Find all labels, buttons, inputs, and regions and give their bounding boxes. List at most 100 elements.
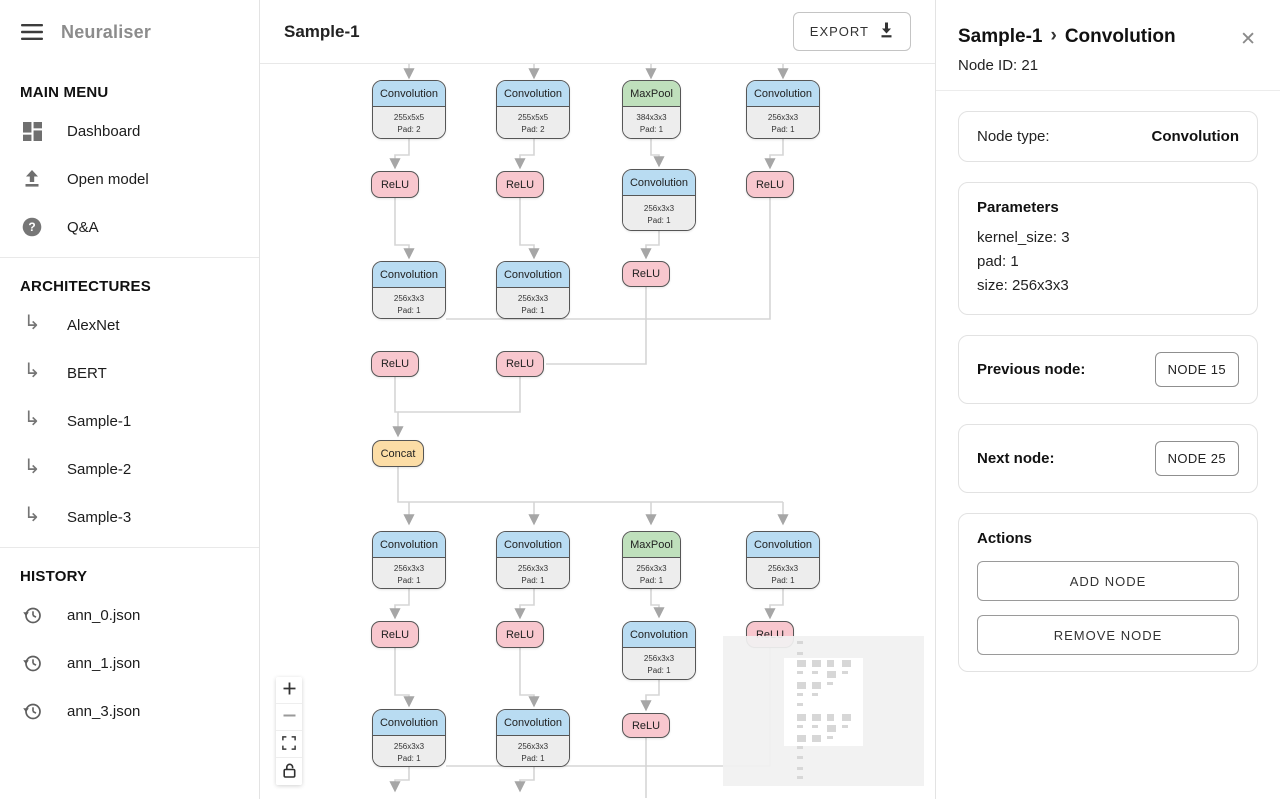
sidebar-item-sample-3[interactable]: ↳ Sample-3 bbox=[0, 493, 259, 541]
subdir-arrow-icon: ↳ bbox=[23, 408, 41, 430]
minimap-node bbox=[827, 724, 836, 732]
node-id-label: Node ID: 21 bbox=[958, 57, 1039, 74]
parameter-kernel-size: kernel_size: 3 bbox=[977, 229, 1070, 246]
minimap-node bbox=[796, 670, 803, 675]
node-param-line: 256x3x3 bbox=[517, 741, 549, 751]
minimap-node bbox=[811, 670, 818, 675]
minimap-node bbox=[796, 724, 803, 729]
node-body: 256x3x3 Pad: 1 bbox=[623, 558, 680, 588]
graph-node-convolution[interactable]: Convolution 255x5x5 Pad: 2 bbox=[496, 80, 570, 139]
node-header-label: MaxPool bbox=[623, 81, 680, 107]
qa-icon: ? bbox=[21, 217, 43, 237]
graph-node-relu[interactable]: ReLU bbox=[371, 621, 419, 648]
minimap-node bbox=[811, 660, 821, 668]
graph-node-relu[interactable]: ReLU bbox=[622, 713, 670, 738]
parameters-title: Parameters bbox=[977, 199, 1059, 216]
next-node-button[interactable]: NODE 25 bbox=[1154, 441, 1239, 476]
node-type-label: Node type: bbox=[977, 128, 1050, 145]
graph-node-convolution[interactable]: Convolution 256x3x3 Pad: 1 bbox=[746, 531, 820, 589]
sidebar-item-open-model[interactable]: Open model bbox=[0, 155, 259, 203]
add-node-button[interactable]: ADD NODE bbox=[977, 561, 1239, 601]
previous-node-card: Previous node: NODE 15 bbox=[958, 335, 1258, 404]
graph-canvas[interactable]: Convolution 255x5x5 Pad: 2 Convolution 255x5… bbox=[260, 64, 935, 799]
node-param-line: Pad: 1 bbox=[521, 305, 545, 315]
graph-node-convolution[interactable]: Convolution 256x3x3 Pad: 1 bbox=[622, 169, 696, 231]
graph-node-convolution[interactable]: Convolution 255x5x5 Pad: 2 bbox=[372, 80, 446, 139]
sidebar-item-bert[interactable]: ↳ BERT bbox=[0, 349, 259, 397]
parameters-card: Parameters kernel_size: 3 pad: 1 size: 2… bbox=[958, 182, 1258, 315]
sidebar-item-ann-3-json[interactable]: ann_3.json bbox=[0, 687, 259, 735]
actions-title: Actions bbox=[977, 530, 1033, 547]
graph-node-convolution[interactable]: Convolution 256x3x3 Pad: 1 bbox=[372, 709, 446, 767]
minimap-node bbox=[811, 735, 821, 743]
history-icon bbox=[21, 701, 43, 722]
minimap-node bbox=[797, 776, 804, 780]
graph-node-convolution[interactable]: Convolution 256x3x3 Pad: 1 bbox=[496, 261, 570, 319]
node-body: 256x3x3 Pad: 1 bbox=[373, 288, 445, 318]
canvas-controls bbox=[276, 677, 302, 785]
topbar: Sample-1 EXPORT bbox=[260, 0, 935, 64]
minimap-node bbox=[811, 714, 821, 722]
node-header-label: Convolution bbox=[497, 81, 569, 107]
minimap[interactable] bbox=[723, 636, 924, 786]
graph-node-relu[interactable]: ReLU bbox=[496, 621, 544, 648]
graph-node-maxpool[interactable]: MaxPool 256x3x3 Pad: 1 bbox=[622, 531, 681, 589]
minus-button[interactable] bbox=[276, 704, 302, 731]
sidebar-item-alexnet[interactable]: ↳ AlexNet bbox=[0, 301, 259, 349]
close-icon[interactable]: ✕ bbox=[1240, 29, 1256, 50]
node-param-line: Pad: 1 bbox=[397, 753, 421, 763]
graph-node-convolution[interactable]: Convolution 256x3x3 Pad: 1 bbox=[372, 261, 446, 319]
node-header-label: Convolution bbox=[497, 532, 569, 558]
plus-button[interactable] bbox=[276, 677, 302, 704]
node-param-line: 256x3x3 bbox=[393, 741, 425, 751]
hamburger-menu-icon[interactable] bbox=[21, 24, 43, 40]
node-type-value: Convolution bbox=[1151, 128, 1239, 145]
node-header-label: Convolution bbox=[497, 710, 569, 736]
sidebar-item-sample-2[interactable]: ↳ Sample-2 bbox=[0, 445, 259, 493]
minimap-node bbox=[827, 735, 833, 739]
graph-node-convolution[interactable]: Convolution 256x3x3 Pad: 1 bbox=[622, 621, 696, 680]
minimap-viewport[interactable] bbox=[784, 658, 863, 746]
sidebar-item-label: Sample-3 bbox=[67, 508, 132, 526]
lock-button[interactable] bbox=[276, 758, 302, 785]
export-button[interactable]: EXPORT bbox=[792, 12, 911, 51]
graph-node-convolution[interactable]: Convolution 256x3x3 Pad: 1 bbox=[372, 531, 446, 589]
node-header-label: Convolution bbox=[623, 170, 695, 196]
node-body: 256x3x3 Pad: 1 bbox=[373, 558, 445, 588]
node-label: ReLU bbox=[755, 178, 785, 191]
sidebar-item-q-a[interactable]: ? Q&A bbox=[0, 203, 259, 251]
graph-node-relu[interactable]: ReLU bbox=[496, 351, 544, 377]
node-body: 256x3x3 Pad: 1 bbox=[623, 196, 695, 230]
sidebar-item-ann-1-json[interactable]: ann_1.json bbox=[0, 639, 259, 687]
minimap-node bbox=[841, 724, 848, 729]
sidebar-item-dashboard[interactable]: Dashboard bbox=[0, 107, 259, 155]
sidebar-item-label: BERT bbox=[67, 364, 107, 382]
sidebar-item-label: Sample-2 bbox=[67, 460, 132, 478]
remove-node-button[interactable]: REMOVE NODE bbox=[977, 615, 1239, 655]
graph-node-convolution[interactable]: Convolution 256x3x3 Pad: 1 bbox=[496, 709, 570, 767]
graph-node-convolution[interactable]: Convolution 256x3x3 Pad: 1 bbox=[496, 531, 570, 589]
node-header-label: Convolution bbox=[623, 622, 695, 648]
sidebar-item-sample-1[interactable]: ↳ Sample-1 bbox=[0, 397, 259, 445]
graph-node-relu[interactable]: ReLU bbox=[371, 171, 419, 198]
node-label: ReLU bbox=[380, 628, 410, 641]
graph-node-maxpool[interactable]: MaxPool 384x3x3 Pad: 1 bbox=[622, 80, 681, 139]
node-param-line: 384x3x3 bbox=[636, 113, 667, 122]
node-body: 256x3x3 Pad: 1 bbox=[497, 288, 569, 318]
next-node-label: Next node: bbox=[977, 450, 1055, 467]
minimap-node bbox=[827, 660, 835, 668]
graph-node-relu[interactable]: ReLU bbox=[746, 171, 794, 198]
graph-node-convolution[interactable]: Convolution 256x3x3 Pad: 1 bbox=[746, 80, 820, 139]
graph-node-relu[interactable]: ReLU bbox=[496, 171, 544, 198]
graph-node-relu[interactable]: ReLU bbox=[371, 351, 419, 377]
sidebar-item-ann-0-json[interactable]: ann_0.json bbox=[0, 591, 259, 639]
graph-node-relu[interactable]: ReLU bbox=[622, 261, 670, 287]
node-param-line: 256x3x3 bbox=[643, 203, 675, 213]
node-body: 256x3x3 Pad: 1 bbox=[747, 558, 819, 588]
history-icon bbox=[21, 653, 43, 674]
minimap-node bbox=[797, 735, 806, 743]
previous-node-button[interactable]: NODE 15 bbox=[1154, 352, 1239, 387]
graph-node-concat[interactable]: Concat bbox=[372, 440, 424, 467]
node-header-label: Convolution bbox=[497, 262, 569, 288]
fit-view-button[interactable] bbox=[276, 731, 302, 758]
